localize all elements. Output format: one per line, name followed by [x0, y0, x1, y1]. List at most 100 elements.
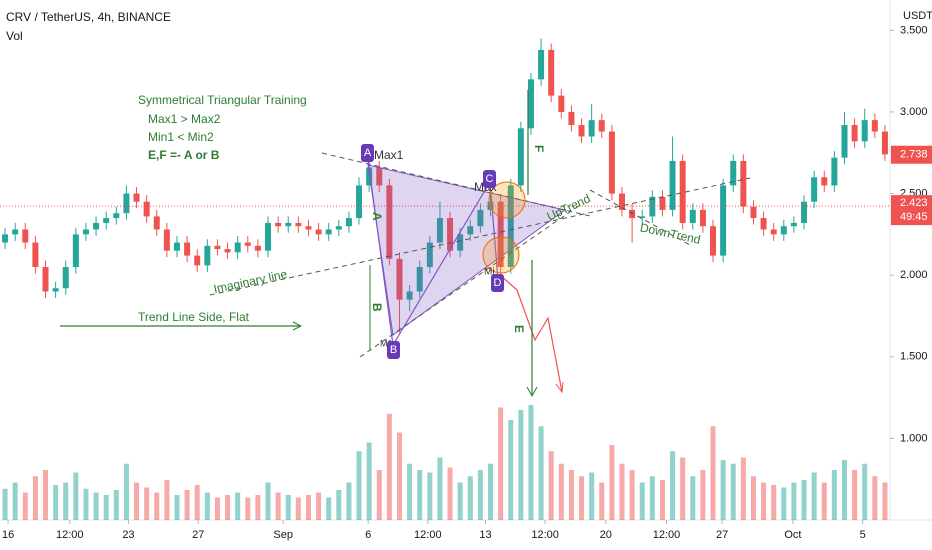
candle-body [234, 242, 241, 253]
candle-body [32, 242, 39, 268]
volume-bar [589, 472, 595, 520]
volume-bar [275, 492, 281, 520]
volume-bar [235, 492, 241, 520]
volume-bar [376, 470, 382, 520]
point-badge [361, 144, 374, 162]
point-badge [491, 274, 504, 292]
volume-bar [407, 463, 413, 520]
volume-bar [437, 457, 443, 520]
volume-bar [761, 482, 767, 520]
volume-bar [599, 482, 605, 520]
candle-body [163, 229, 170, 251]
volume-bar [841, 460, 847, 520]
volume-bar [134, 482, 140, 520]
candle-body [42, 267, 49, 292]
candle-body [790, 222, 797, 227]
x-tick-label: 13 [479, 529, 491, 541]
volume-bar [639, 482, 645, 520]
candle-body [477, 209, 484, 227]
candle-body [143, 201, 150, 217]
candle-body [760, 218, 767, 230]
volume-bar [12, 482, 18, 520]
candle-body [396, 258, 403, 300]
arrow-head [526, 386, 538, 398]
close-badge [891, 145, 932, 164]
downtrend-line [589, 189, 691, 246]
leg-label: A [370, 212, 384, 221]
x-tick-label: 16 [2, 529, 14, 541]
x-tick-label: 12:00 [414, 529, 442, 541]
highlight-circle [488, 181, 526, 219]
x-tick-label: 12:00 [56, 529, 84, 541]
arrow-head [555, 381, 564, 394]
volume-bar [609, 445, 615, 520]
candle-body [52, 288, 59, 292]
annotation: Max1 [374, 148, 404, 162]
volume-bar [32, 476, 38, 520]
candle-body [153, 216, 160, 230]
candle-body [275, 222, 282, 227]
last-price-badge [891, 195, 932, 226]
volume-bar [295, 497, 301, 520]
volume-bar [285, 495, 291, 520]
volume-bar [457, 482, 463, 520]
volume-bar [518, 410, 524, 520]
volume-bar [548, 451, 554, 520]
annotation: Min1 < Min2 [148, 130, 214, 144]
x-tick-label: 27 [192, 529, 204, 541]
volume-bar [740, 457, 746, 520]
volume-bar [791, 482, 797, 520]
volume-bar [356, 451, 362, 520]
volume-bar [467, 476, 473, 520]
candle-body [831, 157, 838, 186]
candle-body [588, 120, 595, 137]
leg-label: B [370, 303, 384, 312]
volume-bar [396, 432, 402, 520]
candle-body [345, 218, 352, 227]
volume-bar [670, 451, 676, 520]
volume-bar [447, 467, 453, 520]
chart-title: CRV / TetherUS, 4h, BINANCE [6, 10, 171, 24]
volume-bar [113, 490, 119, 520]
candle-body [487, 201, 494, 210]
countdown-label: 49:45 [900, 211, 928, 223]
candle-body [72, 234, 79, 268]
candle-body [871, 120, 878, 132]
candle-body [265, 222, 272, 251]
volume-bar [730, 463, 736, 520]
volume-bar [700, 470, 706, 520]
volume-bar [477, 470, 483, 520]
volume-bar [194, 485, 200, 520]
volume-bar [225, 495, 231, 520]
volume-bar [488, 463, 494, 520]
volume-bar [750, 476, 756, 520]
volume-bar [366, 442, 372, 520]
volume-bar [579, 476, 585, 520]
volume-bar [305, 495, 311, 520]
point-label: B [390, 344, 397, 356]
candle-body [801, 201, 808, 223]
candle-body [548, 49, 555, 96]
candle-body [861, 120, 868, 142]
highlight-circle [482, 236, 520, 274]
volume-bar [811, 472, 817, 520]
x-tick-label: 6 [365, 529, 371, 541]
candle-body [770, 229, 777, 235]
candle-body [598, 120, 605, 132]
candle-body [315, 229, 322, 235]
annotation: Mi [484, 267, 495, 278]
candle-body [406, 291, 413, 300]
candle-body [780, 226, 787, 235]
candle-body [2, 234, 9, 243]
volume-label: Vol [6, 29, 23, 43]
candle-body [851, 125, 858, 142]
candle-body [517, 128, 524, 186]
volume-bar [852, 470, 858, 520]
candle-body [497, 201, 504, 268]
candle-body [82, 229, 89, 235]
candle-body [710, 226, 717, 256]
volume-bar [386, 413, 392, 520]
candle-body [244, 242, 251, 246]
